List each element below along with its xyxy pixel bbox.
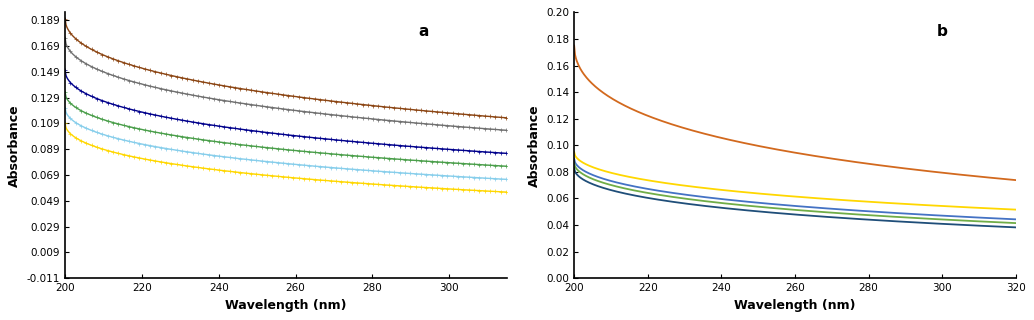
Y-axis label: Absorbance: Absorbance — [8, 104, 22, 187]
X-axis label: Wavelength (nm): Wavelength (nm) — [225, 299, 346, 312]
X-axis label: Wavelength (nm): Wavelength (nm) — [734, 299, 856, 312]
Text: b: b — [937, 24, 947, 39]
Y-axis label: Absorbance: Absorbance — [527, 104, 541, 187]
Text: a: a — [419, 24, 429, 39]
